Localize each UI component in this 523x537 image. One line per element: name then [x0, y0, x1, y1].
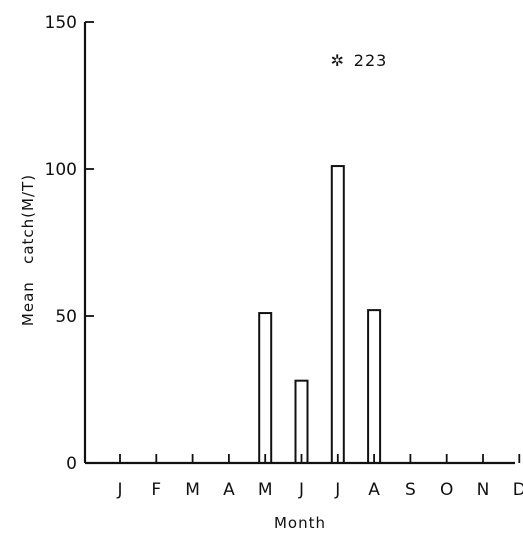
x-tick-label: A	[223, 480, 235, 500]
x-axis-title: Month	[274, 514, 326, 532]
x-tick-label: J	[298, 480, 304, 500]
y-tick-label: 0	[66, 454, 77, 474]
x-tick-label: J	[116, 480, 122, 500]
x-tick-label: M	[258, 480, 273, 500]
x-tick-label: A	[368, 480, 380, 500]
x-tick-label: D	[513, 480, 523, 500]
y-ticks-group: 0 50 100 150	[45, 13, 94, 474]
x-tick-label: J	[334, 480, 340, 500]
annotation-symbol: ✲	[331, 51, 345, 70]
bar	[330, 165, 345, 464]
annotation-label: 223	[354, 51, 388, 70]
x-tick-label: S	[405, 480, 416, 500]
bars-group	[258, 165, 382, 464]
y-tick-label: 100	[45, 160, 77, 180]
y-tick-label: 50	[55, 307, 77, 327]
x-tick-label: O	[440, 480, 453, 500]
x-tick-label: F	[151, 480, 161, 500]
bar	[258, 312, 273, 464]
x-tick-label: N	[477, 480, 490, 500]
y-tick-label: 150	[45, 13, 77, 33]
y-axis-title: Mean catch(M/T)	[19, 174, 37, 326]
bar	[294, 379, 309, 464]
bar	[367, 309, 382, 464]
x-tick-label: M	[185, 480, 200, 500]
